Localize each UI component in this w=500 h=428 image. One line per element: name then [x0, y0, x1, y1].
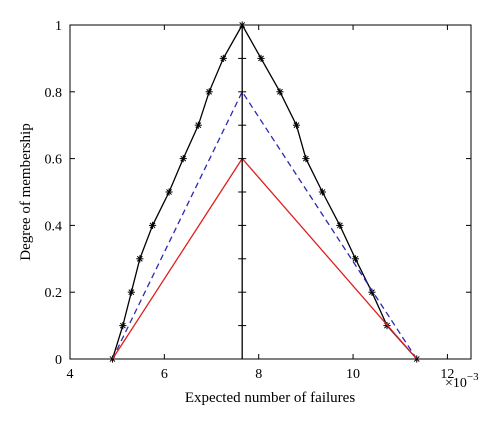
series-0-marker-5 [165, 188, 173, 196]
series-0-marker-7 [194, 121, 202, 129]
series-0-marker-16 [336, 221, 344, 229]
y-tick-label-3: 0.6 [45, 153, 63, 168]
labels-layer: Expected number of failures Degree of me… [18, 123, 479, 406]
marker-stroke [277, 88, 283, 95]
marker-stroke [136, 255, 143, 262]
series-0-marker-8 [205, 88, 213, 96]
axes-layer: 4 6 8 10 12 0 0.2 0.4 0.6 0.8 1 [45, 19, 472, 382]
marker-stroke [293, 122, 300, 129]
series-0-marker-14 [302, 155, 310, 163]
series-0-marker-13 [292, 121, 301, 129]
x-tick-label-0: 4 [67, 367, 74, 382]
vertical-reference-layer [238, 25, 247, 359]
marker-stroke [206, 88, 213, 95]
y-tick-label-4: 0.8 [45, 86, 63, 101]
x-tick-label-1: 6 [161, 367, 168, 382]
marker-stroke [336, 222, 343, 229]
x-tick-label-3: 10 [346, 367, 360, 382]
x-axis-label: Expected number of failures [185, 390, 356, 406]
series-0-marker-2 [127, 288, 135, 296]
series-0-marker-12 [276, 88, 284, 96]
x-tick-label-2: 8 [255, 367, 262, 382]
marker-stroke [302, 155, 309, 162]
marker-stroke [166, 189, 172, 195]
marker-stroke [319, 189, 326, 195]
y-axis-label: Degree of membership [18, 123, 34, 260]
marker-stroke [128, 289, 135, 296]
marker-stroke [180, 155, 187, 162]
series-0-marker-4 [148, 221, 157, 229]
marker-stroke [195, 122, 202, 129]
series-0-marker-3 [136, 255, 144, 263]
marker-stroke [220, 55, 227, 62]
axes-frame [69, 24, 472, 360]
series-0-marker-15 [318, 188, 326, 196]
marker-stroke [369, 289, 375, 296]
marker-stroke [119, 322, 126, 329]
series-layer [108, 21, 421, 363]
y-tick-label-5: 1 [55, 19, 62, 34]
x-multiplier-label: ×10−3 [445, 371, 479, 391]
series-0-marker-11 [257, 54, 265, 62]
x-multiplier-base: ×10 [445, 376, 467, 391]
y-tick-label-1: 0.2 [45, 286, 63, 301]
marker-stroke [258, 55, 264, 62]
series-0-marker-17 [351, 255, 360, 263]
marker-stroke [352, 255, 359, 262]
marker-stroke [149, 222, 156, 229]
x-multiplier-exponent: −3 [467, 371, 479, 383]
y-tick-label-2: 0.4 [45, 219, 63, 234]
y-tick-label-0: 0 [55, 353, 62, 368]
series-0-marker-6 [179, 155, 187, 163]
series-0-marker-9 [219, 54, 227, 62]
series-0-marker-1 [119, 322, 127, 330]
x-tick-label-4: 12 [440, 367, 454, 382]
